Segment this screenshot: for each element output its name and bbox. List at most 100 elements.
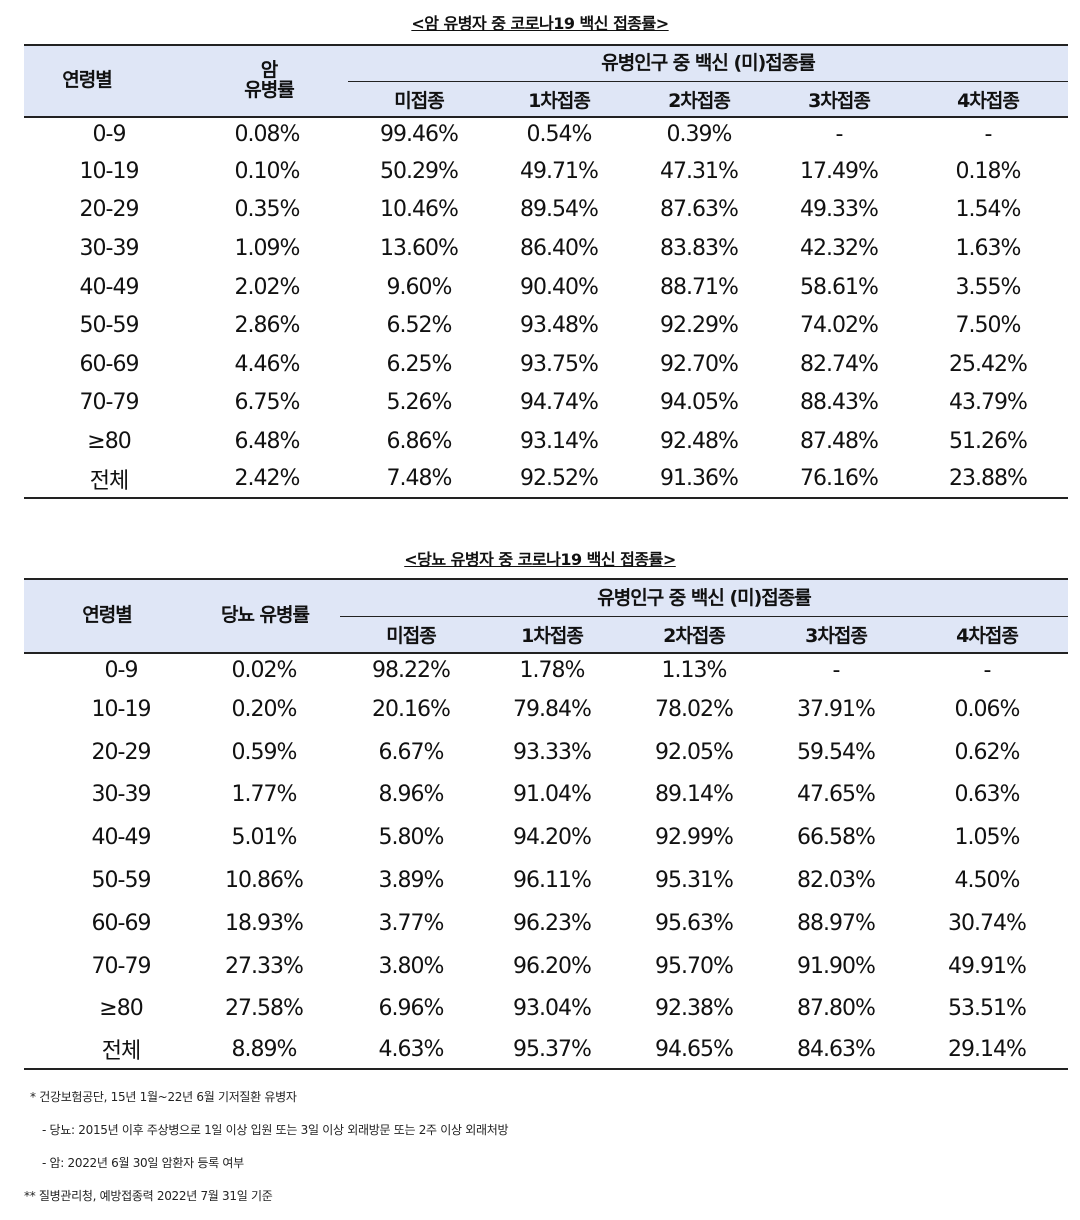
value-cell: 2.86% (234, 313, 301, 339)
table-row: 30-39 1.09% 13.60% 86.40% 83.83% 42.32% 1.63% (24, 229, 1068, 268)
value-cell: 3.89% (378, 868, 445, 894)
value-cell: 59.54% (797, 739, 876, 765)
age-group-cell: 30-39 (91, 782, 152, 808)
value-cell: 91.04% (513, 782, 592, 808)
value-cell: 94.65% (655, 1036, 734, 1062)
value-cell: 4.63% (378, 1036, 445, 1062)
value-cell: 53.51% (948, 996, 1027, 1022)
value-cell: 5.80% (378, 825, 445, 851)
value-cell: 49.71% (520, 158, 599, 184)
value-cell: 4.46% (234, 351, 301, 377)
age-group-cell: 10-19 (91, 696, 152, 722)
value-cell: 0.06% (954, 696, 1021, 722)
value-cell: 92.38% (655, 996, 734, 1022)
value-cell: 6.48% (234, 428, 301, 454)
value-cell: 23.88% (949, 466, 1028, 492)
value-cell: 27.33% (225, 953, 304, 979)
subheader-dose-4: 4차접종 (957, 89, 1020, 112)
value-cell: 0.20% (231, 696, 298, 722)
value-cell: 3.77% (378, 910, 445, 936)
table-row: 전체 8.89% 4.63% 95.37% 94.65% 84.63% 29.14% (24, 1030, 1068, 1068)
value-cell: 92.05% (655, 739, 734, 765)
value-cell: 5.26% (386, 390, 453, 416)
value-cell: 58.61% (800, 274, 879, 300)
age-group-cell: 0-9 (92, 121, 127, 147)
value-cell: 0.54% (526, 121, 593, 147)
value-cell: 92.99% (655, 825, 734, 851)
value-cell: 99.46% (380, 121, 459, 147)
value-cell: 9.60% (386, 274, 453, 300)
value-cell: 17.49% (800, 158, 879, 184)
value-cell: 25.42% (949, 351, 1028, 377)
vaccination-subheaders: 미접종 1차접종 2차접종 3차접종 4차접종 (24, 82, 1068, 116)
value-cell: 94.74% (520, 390, 599, 416)
value-cell: 0.59% (231, 739, 298, 765)
value-cell: 87.80% (797, 996, 876, 1022)
value-cell: 95.31% (655, 868, 734, 894)
prevalence-header-line2: 유병률 (244, 79, 294, 101)
value-cell: 93.04% (513, 996, 592, 1022)
value-cell: 84.63% (797, 1036, 876, 1062)
value-cell: 1.63% (955, 235, 1022, 261)
value-cell: 1.05% (954, 825, 1021, 851)
table-row: 60-69 4.46% 6.25% 93.75% 92.70% 82.74% 25.42% (24, 345, 1068, 384)
table-row: 60-69 18.93% 3.77% 96.23% 95.63% 88.97% 30.74% (24, 902, 1068, 945)
value-cell: 49.33% (800, 197, 879, 223)
value-cell: 88.71% (660, 274, 739, 300)
value-cell: 92.29% (660, 313, 739, 339)
table-row: ≥80 27.58% 6.96% 93.04% 92.38% 87.80% 53.51% (24, 988, 1068, 1031)
age-group-cell: 0-9 (104, 657, 139, 683)
value-cell: 96.23% (513, 910, 592, 936)
subheader-dose-1: 1차접종 (521, 625, 584, 647)
value-cell: 10.86% (225, 868, 304, 894)
value-cell: 98.22% (372, 657, 451, 683)
value-cell: 0.63% (954, 782, 1021, 808)
value-cell: 93.14% (520, 428, 599, 454)
value-cell: 87.48% (800, 428, 879, 454)
value-cell: 92.52% (520, 466, 599, 492)
table1-header: 연령별 암 유병률 유병인구 중 백신 (미)접종률 미접종 1차접종 2차접종 3차… (24, 44, 1068, 118)
value-cell: 6.25% (386, 351, 453, 377)
value-cell: 92.48% (660, 428, 739, 454)
value-cell: 6.96% (378, 996, 445, 1022)
value-cell: - (984, 121, 993, 147)
value-cell: 1.09% (234, 235, 301, 261)
table-row: 50-59 10.86% 3.89% 96.11% 95.31% 82.03% 4.50% (24, 859, 1068, 902)
value-cell: 86.40% (520, 235, 599, 261)
value-cell: 13.60% (380, 235, 459, 261)
value-cell: 74.02% (800, 313, 879, 339)
value-cell: 95.37% (513, 1036, 592, 1062)
value-cell: 0.39% (666, 121, 733, 147)
header-divider (348, 81, 1068, 82)
table-row: 70-79 27.33% 3.80% 96.20% 95.70% 91.90% 49.91% (24, 945, 1068, 988)
value-cell: 89.54% (520, 197, 599, 223)
value-cell: 30.74% (948, 910, 1027, 936)
header-divider (340, 616, 1068, 617)
subheader-dose-1: 1차접종 (528, 89, 591, 112)
subheader-dose-3: 3차접종 (808, 89, 871, 112)
age-group-cell: 50-59 (91, 868, 152, 894)
age-column-header: 연령별 (82, 604, 132, 627)
value-cell: 95.70% (655, 953, 734, 979)
value-cell: 51.26% (949, 428, 1028, 454)
footnotes: * 건강보험공단, 15년 1월~22년 6월 기저질환 유병자 - 당뇨: 2… (24, 1084, 509, 1216)
age-group-cell: 60-69 (91, 910, 152, 936)
subheader-unvaccinated: 미접종 (386, 625, 436, 647)
value-cell: 8.96% (378, 782, 445, 808)
value-cell: 91.90% (797, 953, 876, 979)
age-group-cell: 70-79 (91, 953, 152, 979)
value-cell: 49.91% (948, 953, 1027, 979)
value-cell: 93.48% (520, 313, 599, 339)
age-group-cell: 전체 (89, 468, 129, 494)
table-row: 30-39 1.77% 8.96% 91.04% 89.14% 47.65% 0.63% (24, 774, 1068, 817)
value-cell: 66.58% (797, 825, 876, 851)
table-row: 70-79 6.75% 5.26% 94.74% 94.05% 88.43% 43.79% (24, 384, 1068, 423)
table-row: ≥80 6.48% 6.86% 93.14% 92.48% 87.48% 51.26% (24, 422, 1068, 461)
value-cell: 18.93% (225, 910, 304, 936)
value-cell: 95.63% (655, 910, 734, 936)
value-cell: 29.14% (948, 1036, 1027, 1062)
footnote-vaccination-source: ** 질병관리청, 예방접종력 2022년 7월 31일 기준 (24, 1189, 273, 1203)
subheader-dose-3: 3차접종 (805, 625, 868, 647)
value-cell: 6.86% (386, 428, 453, 454)
value-cell: 89.14% (655, 782, 734, 808)
